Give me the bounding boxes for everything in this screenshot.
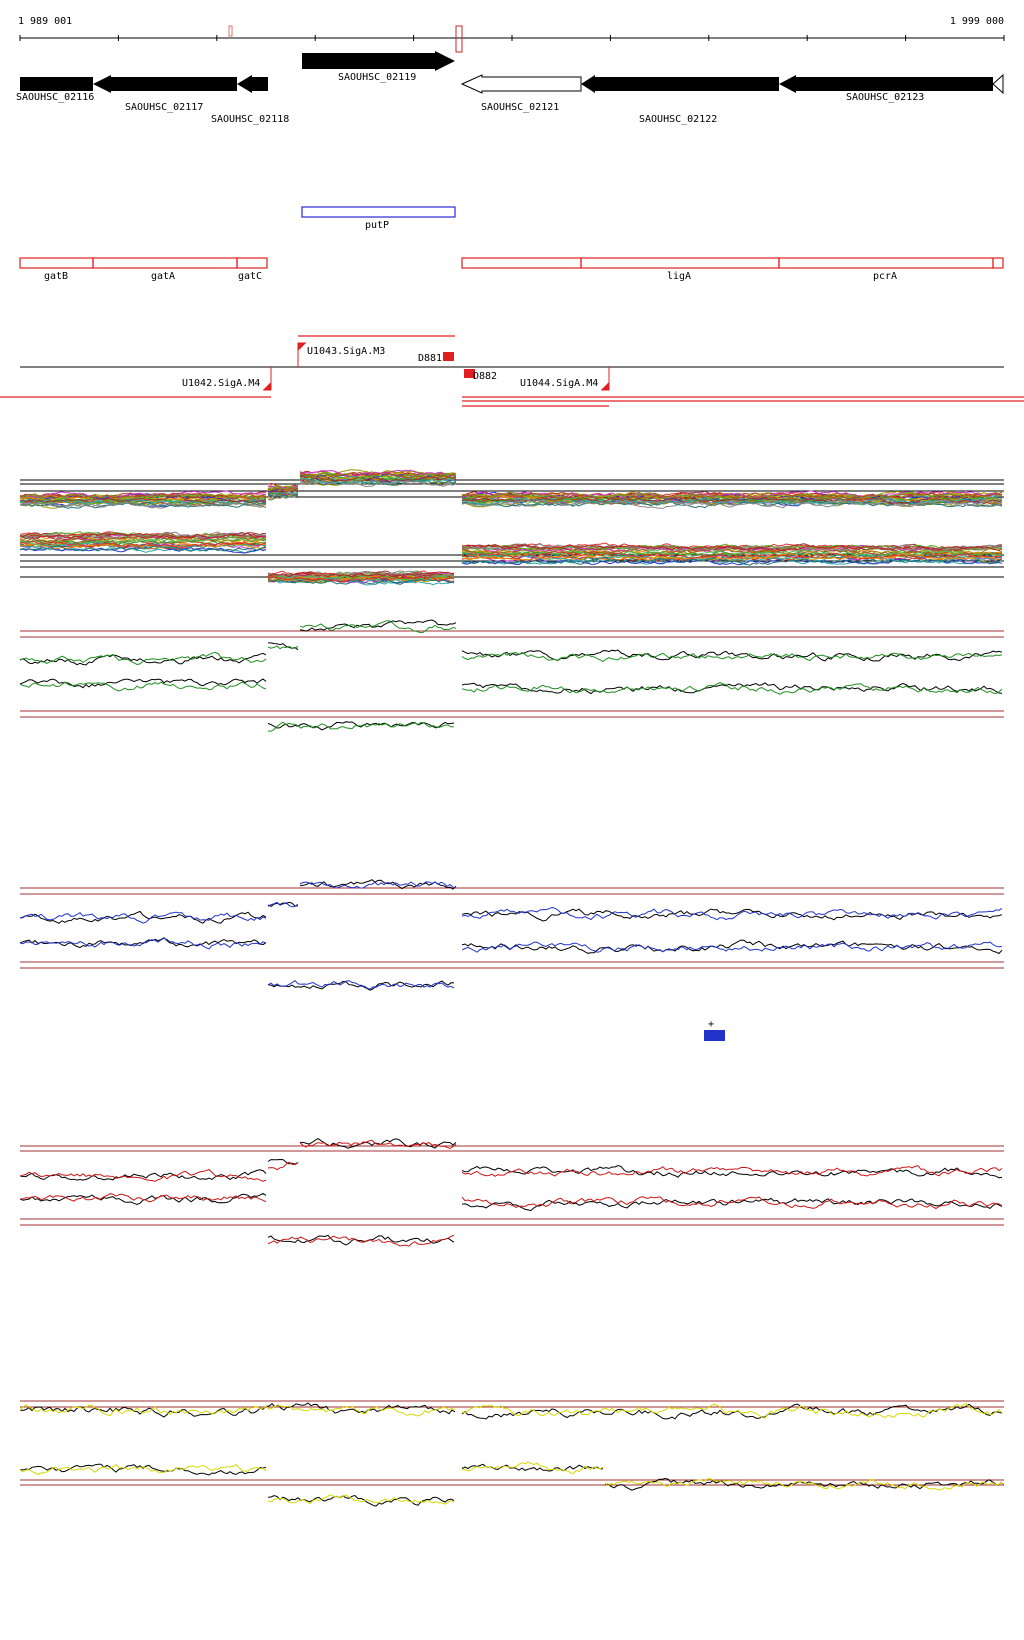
terminator-marker[interactable]: [443, 352, 454, 361]
gene-arrow[interactable]: [460, 74, 582, 94]
expression-trace: [19, 1139, 1003, 1182]
ruler-marker: [455, 25, 463, 53]
ruler-ticks: [19, 35, 1005, 41]
promoter-marker[interactable]: [263, 382, 271, 390]
annotation-label: putP: [365, 220, 389, 231]
gene-label: SAOUHSC_02123: [846, 92, 924, 103]
gene-arrow[interactable]: [779, 75, 993, 93]
terminator-marker[interactable]: [464, 369, 475, 378]
element-label: U1044.SigA.M4: [520, 378, 598, 389]
annotation-label: ligA: [667, 271, 691, 282]
gene-arrow[interactable]: [992, 73, 1004, 95]
gene-arrow[interactable]: [581, 75, 779, 93]
annotation-label: gatA: [151, 271, 175, 282]
annotation-box[interactable]: [778, 257, 994, 269]
expression-trace: [19, 1138, 1003, 1181]
expression-trace: [19, 681, 1003, 732]
annotation-box[interactable]: [236, 257, 268, 269]
expression-trace: [19, 545, 1003, 586]
expression-tracks: [19, 469, 1005, 1507]
annotation-track: putP gatB gatA gatC ligA pcrA: [19, 206, 1004, 282]
element-label: U1042.SigA.M4: [182, 378, 260, 389]
element-label: U1043.SigA.M3: [307, 346, 385, 357]
annotation-label: gatB: [44, 271, 68, 282]
expression-trace: [19, 1463, 1005, 1507]
gene-label: SAOUHSC_02117: [125, 102, 203, 113]
gene-label: SAOUHSC_02122: [639, 114, 717, 125]
annotation-box[interactable]: [92, 257, 238, 269]
expression-trace: [19, 480, 1003, 509]
expression-trace: [19, 471, 1003, 501]
promoter-marker[interactable]: [298, 343, 306, 351]
gene-arrow[interactable]: [237, 75, 268, 93]
strand-marker-label: +: [708, 1019, 714, 1030]
expression-trace: [19, 1402, 1003, 1419]
ruler-marker: [228, 25, 233, 37]
gene-arrow[interactable]: [302, 51, 455, 71]
ruler-start-label: 1 989 001: [18, 16, 72, 27]
element-label: D882: [473, 371, 497, 382]
expression-trace: [19, 532, 1003, 578]
ruler-end-label: 1 999 000: [950, 16, 1004, 27]
expression-trace: [19, 619, 1003, 666]
expression-trace: [19, 477, 1002, 506]
ruler: 1 989 001 1 999 000: [18, 16, 1005, 53]
annotation-box[interactable]: [461, 257, 582, 269]
annotation-box[interactable]: [301, 206, 456, 218]
gene-arrow[interactable]: [93, 75, 237, 93]
annotation-box[interactable]: [580, 257, 780, 269]
element-track: U1043.SigA.M3 D881 U1042.SigA.M4 D882 U1…: [0, 335, 1024, 407]
strand-marker-box[interactable]: [704, 1030, 725, 1041]
expression-trace: [19, 1461, 1005, 1505]
expression-trace: [19, 881, 1003, 924]
expression-trace: [19, 541, 1003, 583]
annotation-label: pcrA: [873, 271, 897, 282]
expression-trace: [19, 1193, 1003, 1247]
expression-trace: [20, 478, 1003, 509]
expression-trace: [19, 475, 1003, 505]
gene-label: SAOUHSC_02116: [16, 92, 94, 103]
gene-label: SAOUHSC_02118: [211, 114, 289, 125]
expression-trace: [19, 879, 1003, 924]
gene-label: SAOUHSC_02121: [481, 102, 559, 113]
strand-marker: +: [704, 1019, 725, 1041]
gene-label: SAOUHSC_02119: [338, 72, 416, 83]
expression-trace: [19, 678, 1003, 731]
annotation-box[interactable]: [992, 257, 1004, 269]
gene-track: SAOUHSC_02116 SAOUHSC_02117 SAOUHSC_0211…: [16, 51, 1004, 125]
expression-trace: [19, 620, 1003, 666]
expression-trace: [19, 937, 1003, 990]
promoter-marker[interactable]: [601, 382, 609, 390]
element-label: D881: [418, 353, 442, 364]
annotation-box[interactable]: [19, 257, 94, 269]
annotation-label: gatC: [238, 271, 262, 282]
expression-trace: [19, 469, 1003, 499]
expression-trace: [19, 472, 1003, 502]
expression-trace: [19, 937, 1003, 991]
gene-arrow[interactable]: [20, 77, 93, 91]
